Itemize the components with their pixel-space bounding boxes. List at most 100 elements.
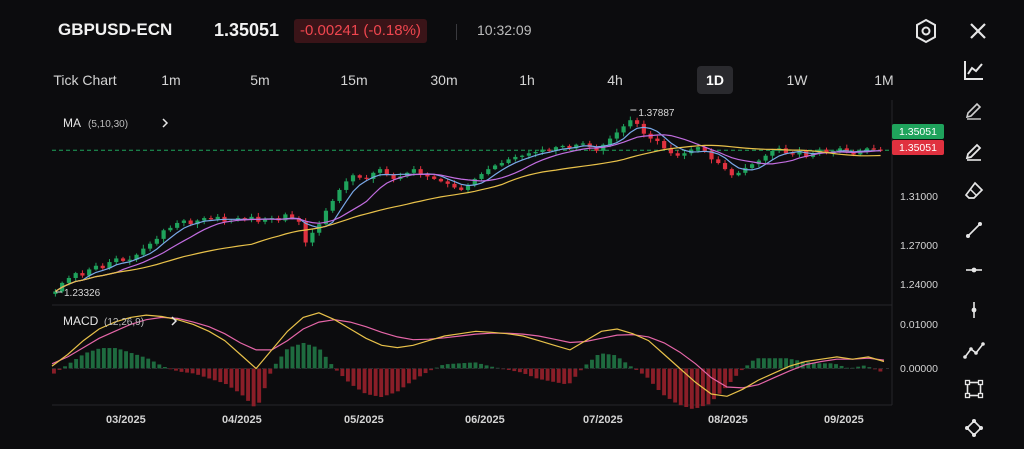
- macd-histogram-bar: [318, 349, 323, 369]
- tab-4h[interactable]: 4h: [607, 72, 623, 88]
- candle-body: [384, 169, 389, 175]
- pencil-alt-icon: [965, 143, 982, 161]
- tab-1m[interactable]: 1m: [161, 72, 181, 88]
- macd-signal-line: [51, 316, 885, 389]
- macd-histogram-bar: [162, 366, 167, 369]
- tool-polyline[interactable]: [960, 336, 988, 364]
- tool-rectangle[interactable]: [960, 375, 988, 403]
- candle-body: [141, 248, 146, 255]
- candle-body: [418, 169, 423, 175]
- settings-button[interactable]: [914, 18, 938, 44]
- macd-line: [51, 312, 885, 397]
- macd-histogram-bar: [307, 344, 312, 369]
- macd-histogram-bar: [512, 368, 517, 372]
- tab-15m[interactable]: 15m: [340, 72, 368, 88]
- candle-body: [804, 150, 809, 157]
- tool-horizontal-line[interactable]: [960, 256, 988, 284]
- candle-body: [567, 145, 572, 149]
- candle-body: [878, 149, 883, 151]
- y-tick-1-24: 1.24000: [900, 279, 938, 291]
- tab-1m-month[interactable]: 1M: [874, 72, 894, 88]
- candle-body: [682, 153, 687, 156]
- candle-body: [432, 176, 437, 179]
- macd-histogram-bar: [789, 359, 794, 369]
- tab-tick-chart[interactable]: Tick Chart: [53, 72, 117, 88]
- candle-body: [662, 141, 667, 149]
- macd-histogram-bar: [606, 354, 611, 369]
- tool-line-chart[interactable]: [960, 56, 988, 84]
- tab-1d[interactable]: 1D: [697, 66, 733, 94]
- ma-indicator-label[interactable]: MA: [63, 116, 81, 130]
- macd-histogram-bar: [484, 365, 489, 369]
- macd-histogram-bar: [201, 368, 206, 377]
- tab-1h[interactable]: 1h: [519, 72, 535, 88]
- macd-histogram-bar: [124, 351, 128, 369]
- macd-histogram-bar: [723, 368, 728, 389]
- macd-y-tick-zero: 0.00000: [900, 363, 938, 375]
- tab-30m[interactable]: 30m: [430, 72, 458, 88]
- tool-eraser[interactable]: [960, 176, 988, 204]
- ma-expand-chevron-icon[interactable]: [162, 118, 169, 128]
- macd-histogram-bar: [379, 368, 384, 397]
- candle-body: [783, 148, 789, 154]
- candle-body: [736, 172, 741, 176]
- candle-body: [249, 216, 254, 220]
- high-price-label: 1.37887: [638, 108, 675, 119]
- candle-body: [93, 265, 99, 270]
- macd-histogram-bar: [273, 363, 278, 369]
- macd-histogram-bar: [562, 368, 567, 384]
- macd-histogram-bar: [418, 368, 422, 377]
- macd-histogram-bar: [107, 348, 112, 369]
- macd-y-tick-high: 0.01000: [900, 319, 938, 331]
- candle-body: [411, 169, 416, 173]
- tab-5m[interactable]: 5m: [250, 72, 270, 88]
- macd-histogram-bar: [268, 368, 273, 374]
- candle-body: [709, 150, 714, 160]
- macd-histogram-bar: [728, 368, 733, 382]
- candle-body: [87, 269, 92, 276]
- tool-pencil-alt[interactable]: [960, 137, 988, 165]
- macd-histogram-bar: [551, 368, 556, 382]
- macd-histogram-bar: [179, 368, 184, 372]
- candle-body: [635, 120, 640, 124]
- price-chart[interactable]: MA (5,10,30) MACD (12,26,9) 1.37887 1.23…: [0, 100, 955, 449]
- macd-histogram-bar: [712, 368, 716, 400]
- candle-body: [716, 159, 721, 164]
- macd-indicator-label[interactable]: MACD: [63, 314, 99, 328]
- candle-body: [202, 218, 207, 221]
- y-tick-1-31: 1.31000: [900, 191, 938, 203]
- macd-histogram-bar: [351, 368, 356, 386]
- candle-body: [262, 219, 268, 222]
- macd-histogram-bar: [623, 362, 628, 369]
- macd-histogram-bar: [867, 367, 872, 369]
- macd-histogram-bar: [745, 365, 750, 369]
- macd-histogram-bar: [329, 364, 334, 369]
- candle-body: [465, 185, 471, 190]
- candle-body: [161, 230, 166, 239]
- ask-price-label: 1.35051: [899, 142, 937, 154]
- candle-body: [303, 221, 308, 243]
- candle-body: [858, 150, 863, 155]
- macd-histogram-bar: [678, 368, 683, 406]
- macd-histogram-bar: [257, 368, 262, 403]
- macd-histogram-bar: [68, 362, 73, 369]
- tab-1w[interactable]: 1W: [786, 72, 808, 88]
- macd-histogram-bar: [90, 350, 95, 369]
- macd-expand-chevron-icon[interactable]: [171, 316, 178, 326]
- tool-pencil[interactable]: [960, 96, 988, 124]
- symbol-title: GBPUSD-ECN: [58, 20, 173, 39]
- candle-body: [533, 152, 538, 154]
- candle-body: [188, 220, 193, 225]
- macd-histogram-bar: [473, 362, 478, 369]
- tool-vertical-line[interactable]: [960, 296, 988, 324]
- candle-body: [499, 163, 504, 166]
- ma10-line: [55, 134, 881, 292]
- candle-body: [797, 150, 802, 155]
- candle-body: [296, 218, 301, 222]
- ask-price-badge: [892, 140, 944, 155]
- tool-shape[interactable]: [960, 414, 988, 442]
- close-button[interactable]: [966, 19, 990, 43]
- tool-trend-line[interactable]: [960, 216, 988, 244]
- candle-body: [607, 138, 613, 145]
- ma30-line: [55, 144, 881, 292]
